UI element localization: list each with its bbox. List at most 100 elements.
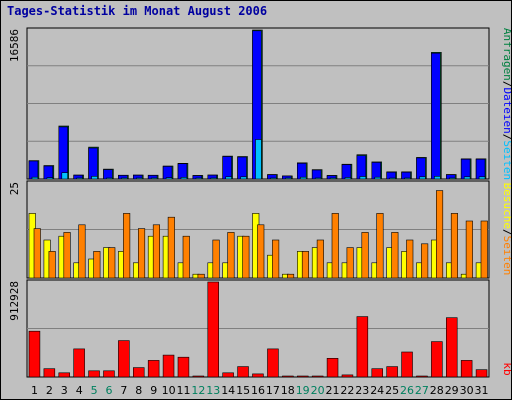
x-tick-label-30: 30 [460, 384, 474, 397]
side-label-requests-part: / [501, 134, 511, 141]
bar-dateien-28 [431, 52, 441, 180]
bar-seiten-17 [270, 177, 277, 180]
bar-dateien-5 [88, 147, 98, 180]
x-tick-label-2: 2 [46, 384, 53, 397]
x-tick-label-12: 12 [191, 384, 205, 397]
bar-seiten-26 [404, 177, 411, 180]
bar-seiten-7 [121, 177, 128, 180]
bar-kb-5 [88, 370, 100, 378]
x-tick-label-26: 26 [400, 384, 414, 397]
bar-seiten-24 [374, 176, 381, 180]
bar-dateien-11 [177, 163, 188, 180]
bar-kb-25 [386, 366, 398, 378]
bar-seiten-28 [434, 176, 441, 180]
bar-kb-7 [118, 340, 130, 378]
bar-seiten-27 [419, 176, 426, 180]
bar-seiten-19 [299, 176, 307, 180]
x-tick-label-1: 1 [31, 384, 38, 397]
bar-dateien-10 [162, 166, 173, 180]
bar-dateien-20 [311, 169, 322, 180]
bar-seiten-11 [182, 235, 190, 279]
bar-seiten-16 [257, 224, 265, 279]
x-tick-label-24: 24 [370, 384, 384, 397]
side-label-requests-part: / [501, 81, 511, 88]
bar-dateien-27 [416, 157, 426, 180]
bar-seiten-8 [138, 228, 146, 279]
bar-kb-28 [431, 341, 443, 378]
bar-kb-8 [133, 367, 145, 378]
x-tick-label-29: 29 [445, 384, 459, 397]
bar-seiten-14 [225, 176, 232, 180]
bar-kb-22 [341, 374, 354, 378]
bar-seiten-30 [463, 176, 471, 180]
bar-seiten-27 [421, 243, 429, 279]
bar-dateien-14 [222, 156, 232, 180]
bar-seiten-31 [480, 220, 488, 279]
bar-kb-27 [416, 375, 428, 378]
bar-seiten-26 [406, 239, 414, 279]
bar-seiten-2 [46, 177, 54, 180]
side-label-visits-part: Besuche [501, 183, 511, 229]
bar-seiten-18 [285, 177, 292, 180]
bar-kb-6 [103, 370, 115, 378]
bar-kb-10 [162, 354, 175, 378]
x-tick-label-16: 16 [251, 384, 265, 397]
bar-kb-19 [296, 375, 309, 378]
bar-seiten-6 [108, 247, 116, 279]
x-tick-label-13: 13 [206, 384, 220, 397]
bar-seiten-6 [106, 177, 113, 180]
bar-kb-9 [147, 360, 160, 378]
bar-kb-2 [43, 368, 56, 378]
side-label-requests-part: Seiten [501, 140, 511, 180]
bar-seiten-13 [210, 177, 218, 180]
bar-seiten-29 [448, 177, 456, 180]
bar-seiten-12 [197, 273, 205, 279]
bar-kb-1 [28, 330, 41, 378]
bar-kb-3 [58, 372, 70, 378]
bar-seiten-20 [314, 177, 322, 180]
bar-dateien-23 [356, 155, 367, 180]
bar-dateien-2 [43, 165, 54, 180]
bar-dateien-30 [460, 158, 471, 180]
x-tick-label-20: 20 [311, 384, 325, 397]
bar-kb-20 [311, 375, 324, 378]
bar-seiten-10 [165, 177, 173, 180]
side-label-requests-part: Anfragen [501, 28, 511, 81]
bar-kb-21 [326, 357, 339, 378]
bar-seiten-4 [76, 177, 83, 180]
bar-seiten-20 [316, 239, 324, 279]
bar-seiten-5 [91, 176, 98, 180]
side-label-visits-part: Seiten [501, 236, 511, 276]
bar-seiten-19 [301, 251, 310, 279]
bar-kb-13 [207, 281, 220, 378]
x-tick-label-17: 17 [266, 384, 280, 397]
bar-seiten-14 [227, 232, 235, 279]
bar-dateien-31 [475, 158, 486, 180]
bar-seiten-21 [329, 177, 337, 180]
side-label-requests: Anfragen/Dateien/Seiten [501, 28, 511, 180]
x-tick-label-14: 14 [221, 384, 235, 397]
ymax-label-3: 912928 [8, 281, 21, 321]
x-tick-label-22: 22 [340, 384, 354, 397]
ymax-label-2: 25 [8, 182, 21, 195]
bar-seiten-3 [63, 232, 71, 279]
bar-kb-24 [371, 368, 383, 378]
bar-seiten-15 [240, 176, 247, 180]
bar-dateien-22 [341, 164, 352, 180]
x-tick-label-11: 11 [177, 384, 191, 397]
x-tick-label-18: 18 [281, 384, 295, 397]
bar-seiten-5 [93, 251, 101, 279]
bar-kb-11 [177, 356, 190, 378]
bar-kb-17 [267, 348, 279, 378]
bar-seiten-1 [33, 228, 41, 279]
bar-seiten-9 [152, 224, 160, 279]
bar-dateien-3 [58, 126, 68, 180]
bar-seiten-7 [123, 213, 131, 279]
x-tick-label-3: 3 [61, 384, 68, 397]
bar-seiten-25 [391, 232, 399, 279]
bar-seiten-22 [346, 247, 354, 279]
x-tick-label-19: 19 [296, 384, 310, 397]
bar-seiten-23 [359, 176, 367, 180]
